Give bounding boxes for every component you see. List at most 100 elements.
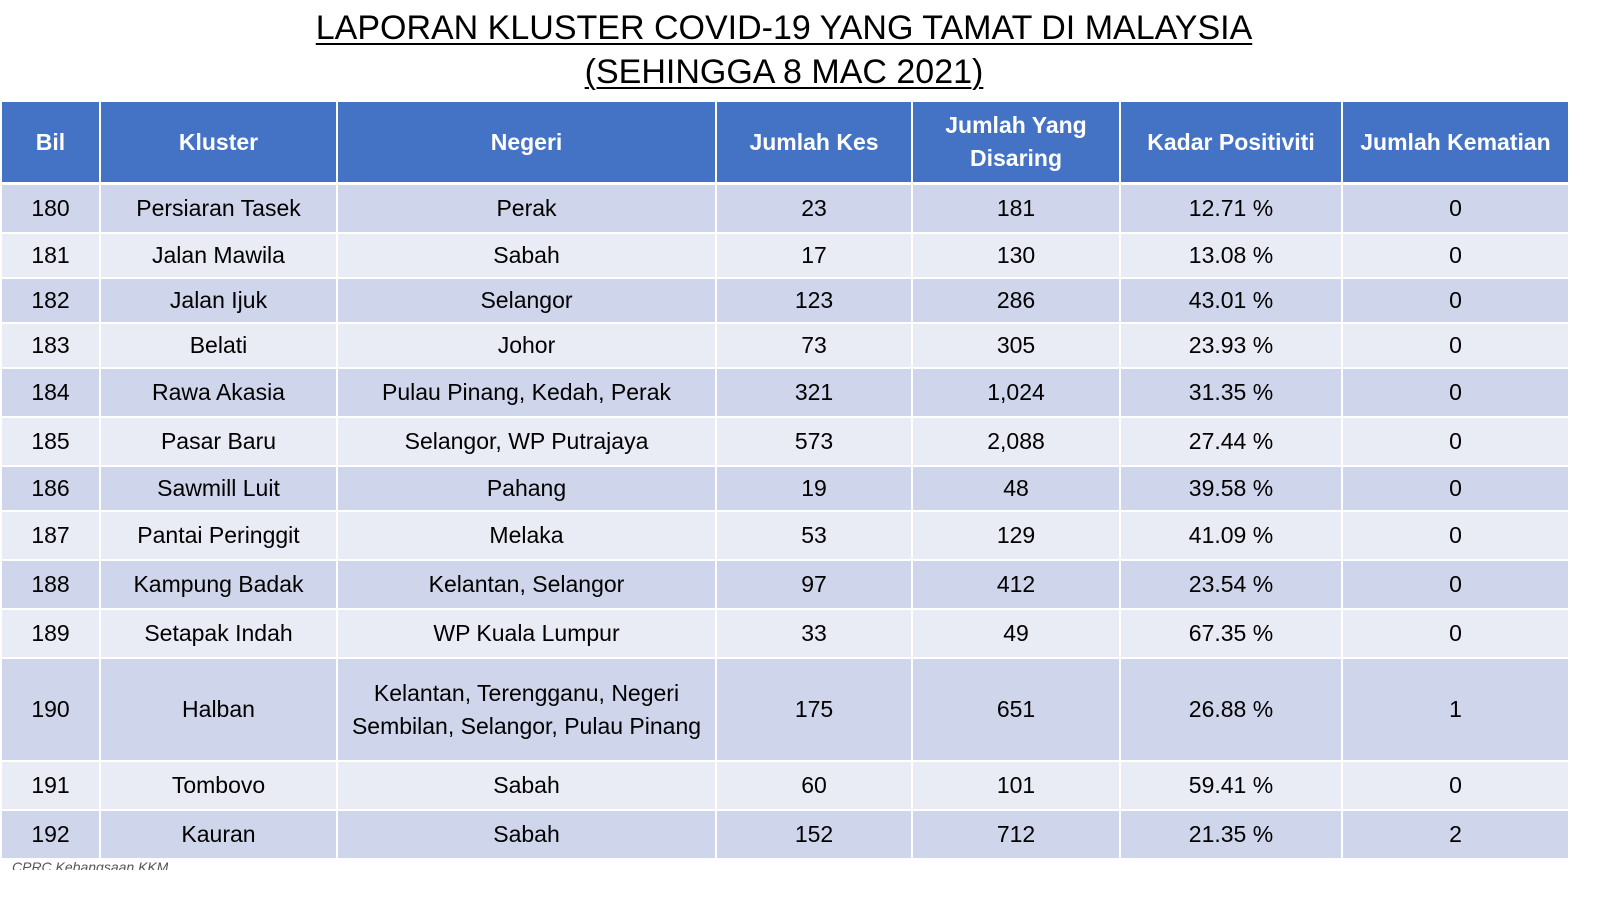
cell-negeri: Pahang [336,465,717,512]
cell-bil: 185 [0,416,101,467]
cell-bil: 190 [0,657,101,762]
cell-jumlah-kematian: 0 [1341,322,1570,369]
cell-kluster: Sawmill Luit [99,465,338,512]
table-row: 188 Kampung Badak Kelantan, Selangor 97 … [0,559,1570,610]
cell-kadar-positiviti: 23.54 % [1119,559,1343,610]
cell-bil: 183 [0,322,101,369]
cell-kluster: Jalan Mawila [99,232,338,279]
cell-kadar-positiviti: 23.93 % [1119,322,1343,369]
cell-kluster: Kampung Badak [99,559,338,610]
cell-jumlah-kematian: 0 [1341,760,1570,811]
cell-negeri: Kelantan, Selangor [336,559,717,610]
report-title-text-2: (SEHINGGA 8 MAC 2021) [584,53,984,91]
table-row: 185 Pasar Baru Selangor, WP Putrajaya 57… [0,416,1570,467]
cell-jumlah-kes: 321 [715,367,913,418]
cell-jumlah-disaring: 130 [911,232,1121,279]
cell-jumlah-kematian: 0 [1341,608,1570,659]
cell-kadar-positiviti: 13.08 % [1119,232,1343,279]
header-bil: Bil [0,100,101,185]
header-negeri: Negeri [336,100,717,185]
header-jumlah-kes: Jumlah Kes [715,100,913,185]
cell-jumlah-disaring: 651 [911,657,1121,762]
table-row: 182 Jalan Ijuk Selangor 123 286 43.01 % … [0,277,1570,324]
cell-jumlah-kematian: 0 [1341,559,1570,610]
header-kadar-positiviti: Kadar Positiviti [1119,100,1343,185]
cell-jumlah-kematian: 0 [1341,367,1570,418]
cell-kadar-positiviti: 26.88 % [1119,657,1343,762]
cell-jumlah-disaring: 305 [911,322,1121,369]
report-title: LAPORAN KLUSTER COVID-19 YANG TAMAT DI M… [0,6,1568,94]
cell-jumlah-disaring: 101 [911,760,1121,811]
header-jumlah-disaring: Jumlah Yang Disaring [911,100,1121,185]
cell-kadar-positiviti: 27.44 % [1119,416,1343,467]
cell-jumlah-disaring: 49 [911,608,1121,659]
cell-jumlah-kes: 97 [715,559,913,610]
cell-jumlah-kematian: 0 [1341,510,1570,561]
cell-bil: 181 [0,232,101,279]
cell-jumlah-disaring: 412 [911,559,1121,610]
cell-jumlah-disaring: 129 [911,510,1121,561]
table-body: 180 Persiaran Tasek Perak 23 181 12.71 %… [0,182,1570,860]
cell-bil: 189 [0,608,101,659]
cell-kluster: Tombovo [99,760,338,811]
cell-jumlah-kes: 175 [715,657,913,762]
cell-kadar-positiviti: 43.01 % [1119,277,1343,324]
table-row: 181 Jalan Mawila Sabah 17 130 13.08 % 0 [0,232,1570,279]
table-row: 186 Sawmill Luit Pahang 19 48 39.58 % 0 [0,465,1570,512]
cell-negeri: Sabah [336,232,717,279]
cell-negeri: WP Kuala Lumpur [336,608,717,659]
table-row: 187 Pantai Peringgit Melaka 53 129 41.09… [0,510,1570,561]
cell-jumlah-disaring: 48 [911,465,1121,512]
cell-kluster: Rawa Akasia [99,367,338,418]
cell-negeri: Perak [336,182,717,234]
cell-jumlah-kes: 60 [715,760,913,811]
cell-bil: 182 [0,277,101,324]
cell-jumlah-kes: 19 [715,465,913,512]
table-row: 189 Setapak Indah WP Kuala Lumpur 33 49 … [0,608,1570,659]
cell-jumlah-disaring: 2,088 [911,416,1121,467]
cell-jumlah-disaring: 181 [911,182,1121,234]
cell-jumlah-disaring: 712 [911,809,1121,860]
cell-kluster: Pasar Baru [99,416,338,467]
cell-bil: 192 [0,809,101,860]
cell-bil: 180 [0,182,101,234]
cell-kluster: Belati [99,322,338,369]
header-jumlah-kematian: Jumlah Kematian [1341,100,1570,185]
cell-jumlah-kematian: 0 [1341,277,1570,324]
table-row: 183 Belati Johor 73 305 23.93 % 0 [0,322,1570,369]
header-row: Bil Kluster Negeri Jumlah Kes Jumlah Yan… [0,100,1570,185]
cell-negeri: Pulau Pinang, Kedah, Perak [336,367,717,418]
report-title-line-1: LAPORAN KLUSTER COVID-19 YANG TAMAT DI M… [0,6,1568,50]
cell-kadar-positiviti: 39.58 % [1119,465,1343,512]
cell-negeri: Selangor, WP Putrajaya [336,416,717,467]
cell-negeri: Selangor [336,277,717,324]
cell-jumlah-kes: 123 [715,277,913,324]
table-row: 190 Halban Kelantan, Terengganu, Negeri … [0,657,1570,762]
cell-jumlah-kes: 152 [715,809,913,860]
cell-jumlah-kematian: 2 [1341,809,1570,860]
table-row: 191 Tombovo Sabah 60 101 59.41 % 0 [0,760,1570,811]
cell-jumlah-kematian: 0 [1341,182,1570,234]
cell-kadar-positiviti: 31.35 % [1119,367,1343,418]
cell-bil: 187 [0,510,101,561]
cell-jumlah-kes: 573 [715,416,913,467]
cell-bil: 188 [0,559,101,610]
cell-bil: 184 [0,367,101,418]
source-footer: CPRC Kebangsaan KKM [12,859,169,870]
report-title-line-2: (SEHINGGA 8 MAC 2021) [0,50,1568,94]
cell-kluster: Kauran [99,809,338,860]
cell-negeri: Sabah [336,760,717,811]
cell-jumlah-disaring: 1,024 [911,367,1121,418]
cell-jumlah-kematian: 0 [1341,232,1570,279]
table-row: 184 Rawa Akasia Pulau Pinang, Kedah, Per… [0,367,1570,418]
cell-jumlah-kematian: 0 [1341,416,1570,467]
cell-negeri: Sabah [336,809,717,860]
cell-negeri: Kelantan, Terengganu, Negeri Sembilan, S… [336,657,717,762]
cell-negeri: Johor [336,322,717,369]
cell-jumlah-kes: 73 [715,322,913,369]
cell-bil: 191 [0,760,101,811]
cell-kluster: Halban [99,657,338,762]
table-row: 180 Persiaran Tasek Perak 23 181 12.71 %… [0,182,1570,234]
cell-kadar-positiviti: 67.35 % [1119,608,1343,659]
cell-kadar-positiviti: 41.09 % [1119,510,1343,561]
